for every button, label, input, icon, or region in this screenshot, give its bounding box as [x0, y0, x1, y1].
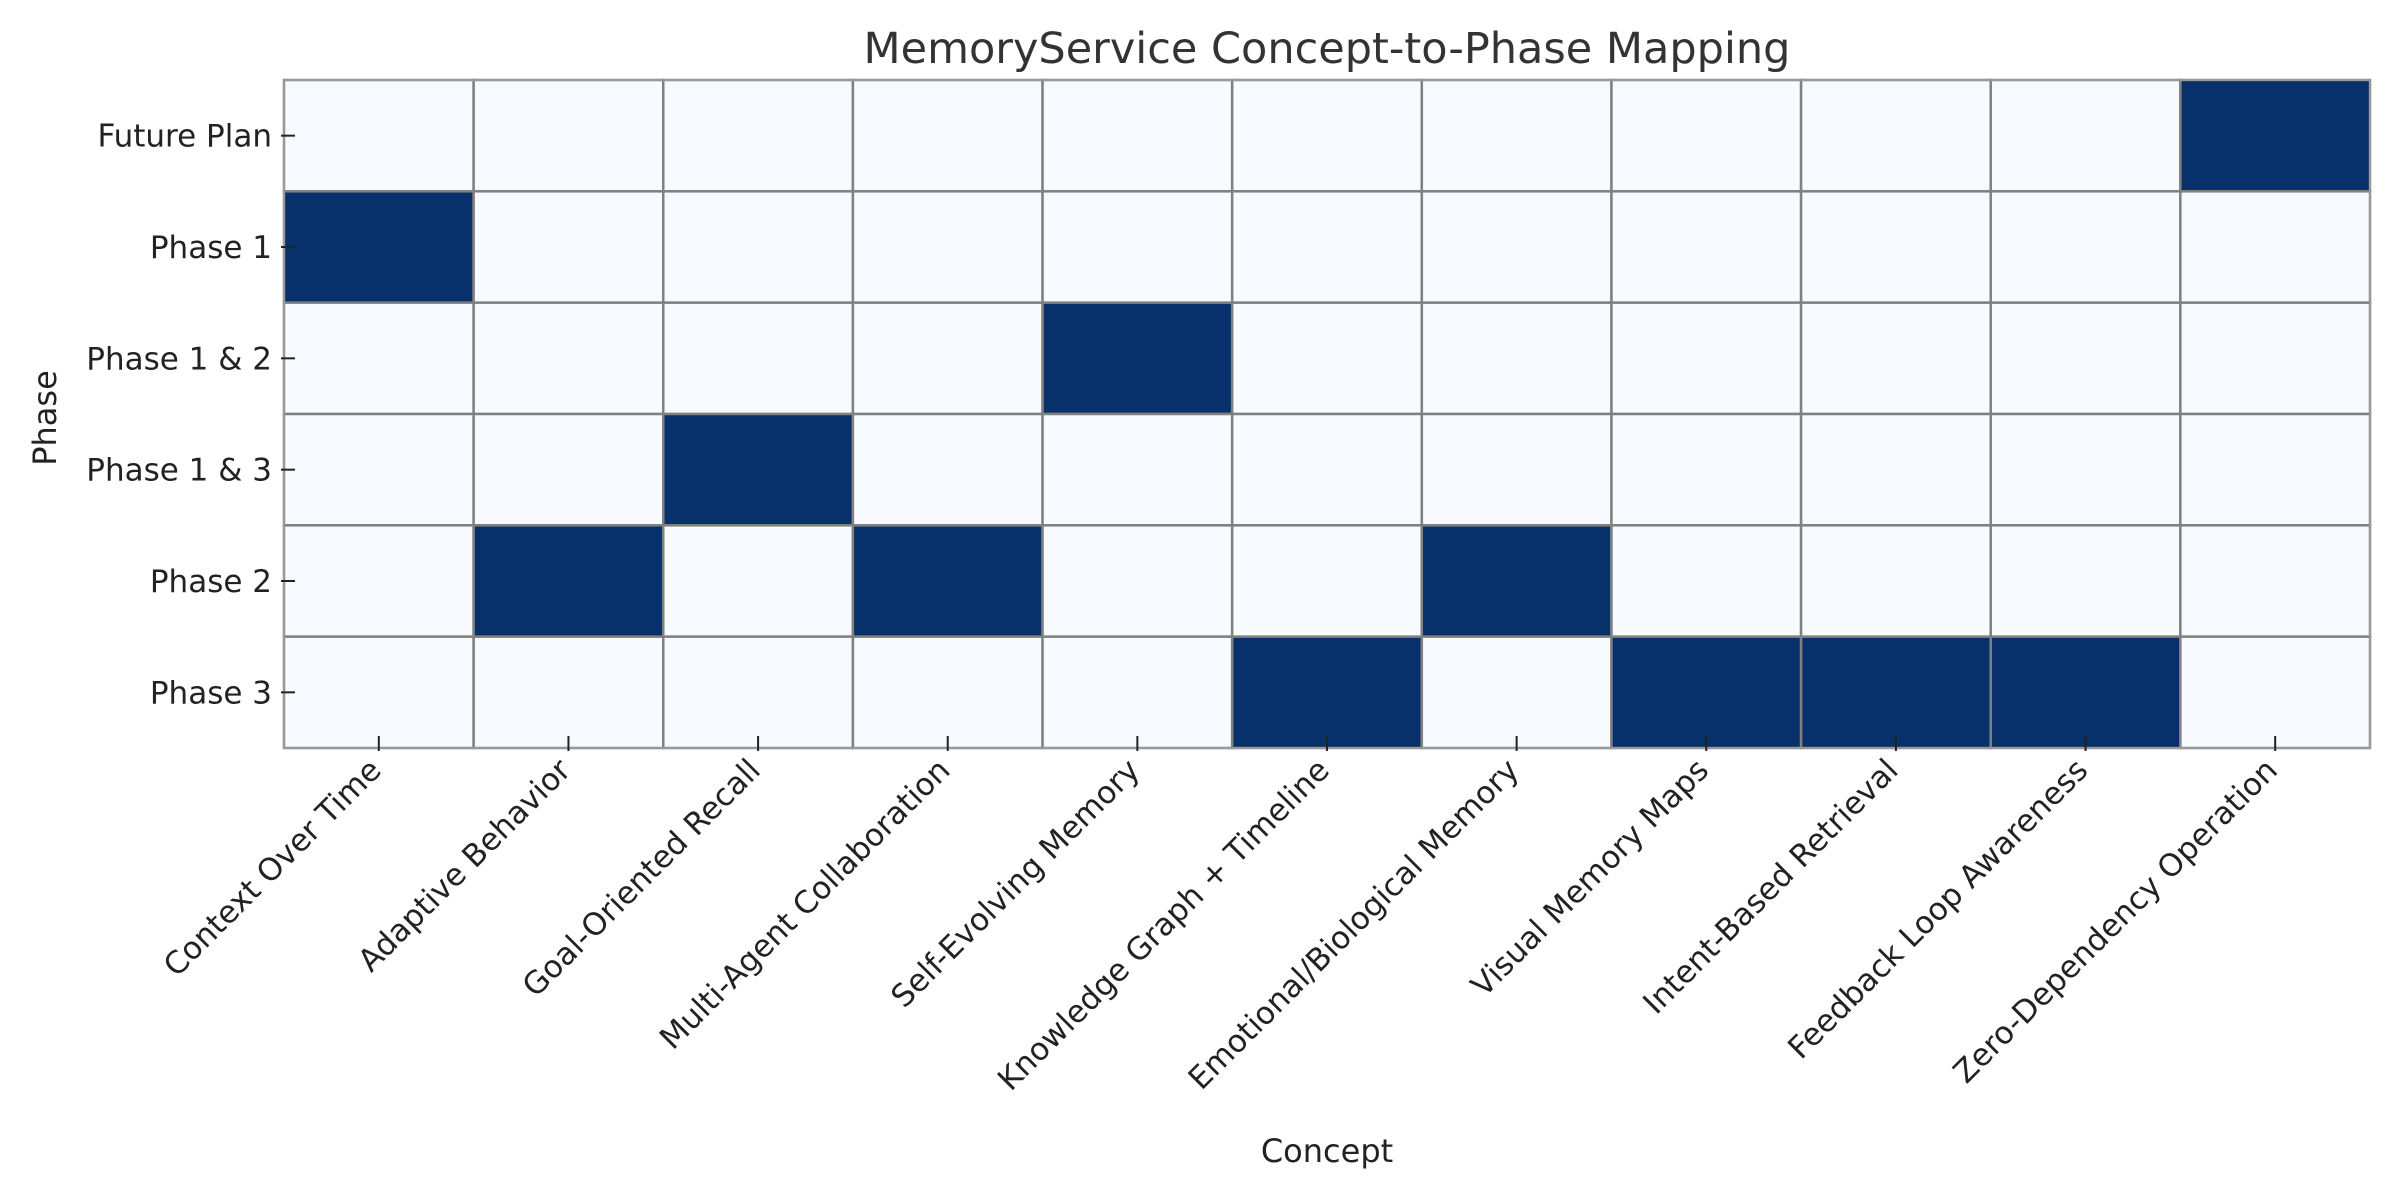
heatmap-cell-phase-1-multi-agent-collaboration [851, 190, 1044, 304]
heatmap-cell-phase-1-2-emotional-biological-memory [1420, 301, 1613, 416]
heatmap-cell-phase-1-2-context-over-time [282, 301, 475, 416]
heatmap-cell-phase-1-knowledge-graph-timeline [1230, 190, 1424, 304]
heatmap-cell-phase-2-visual-memory-maps [1610, 524, 1803, 638]
heatmap-cell-phase-1-self-evolving-memory [1041, 190, 1234, 304]
heatmap-cell-phase-1-3-emotional-biological-memory [1420, 412, 1613, 527]
heatmap-cell-phase-1-3-knowledge-graph-timeline [1230, 412, 1424, 527]
chart-title: MemoryService Concept-to-Phase Mapping [864, 24, 1791, 74]
heatmap-cell-phase-1-adaptive-behavior [472, 190, 665, 304]
heatmap-cells [282, 78, 2372, 750]
x-tick-label: Adaptive Behavior [351, 752, 578, 979]
heatmap-cell-phase-1-2-knowledge-graph-timeline [1230, 301, 1424, 416]
heatmap-cell-future-plan-multi-agent-collaboration [851, 78, 1044, 193]
heatmap-cell-phase-3-context-over-time [282, 635, 475, 750]
heatmap-cell-phase-2-context-over-time [282, 524, 475, 638]
y-tick-label: Phase 3 [150, 675, 272, 711]
heatmap-cell-phase-1-2-self-evolving-memory [1041, 301, 1234, 416]
y-tick-label: Phase 1 [150, 230, 272, 266]
heatmap-cell-phase-1-2-feedback-loop-awareness [1989, 301, 2182, 416]
heatmap-cell-phase-3-zero-dependency-operation [2179, 635, 2372, 750]
y-tick-label: Future Plan [97, 119, 272, 155]
heatmap-cell-phase-2-knowledge-graph-timeline [1230, 524, 1424, 638]
heatmap-cell-phase-2-multi-agent-collaboration [851, 524, 1044, 638]
x-tick-label: Emotional/Biological Memory [1182, 752, 1527, 1097]
heatmap-cell-phase-1-goal-oriented-recall [662, 190, 855, 304]
heatmap-cell-phase-2-zero-dependency-operation [2179, 524, 2372, 638]
heatmap-cell-phase-2-intent-based-retrieval [1799, 524, 1992, 638]
x-tick-label: Context Over Time [157, 752, 389, 984]
heatmap-cell-phase-1-feedback-loop-awareness [1989, 190, 2182, 304]
heatmap-cell-phase-1-3-feedback-loop-awareness [1989, 412, 2182, 527]
heatmap-cell-phase-1-context-over-time [282, 190, 475, 304]
heatmap-cell-phase-1-2-zero-dependency-operation [2179, 301, 2372, 416]
heatmap-cell-phase-1-3-intent-based-retrieval [1799, 412, 1992, 527]
heatmap-cell-phase-3-visual-memory-maps [1610, 635, 1803, 750]
heatmap-cell-phase-1-2-adaptive-behavior [472, 301, 665, 416]
heatmap-cell-future-plan-self-evolving-memory [1041, 78, 1234, 193]
heatmap-cell-phase-3-emotional-biological-memory [1420, 635, 1613, 750]
heatmap-cell-phase-3-feedback-loop-awareness [1989, 635, 2182, 750]
y-axis-label: Phase [26, 370, 64, 466]
y-axis-ticks: Future Plan Phase 1 Phase 1 & 2 Phase 1 & 3… [86, 119, 295, 711]
x-tick-label: Zero-Dependency Operation [1947, 752, 2285, 1090]
heatmap-cell-phase-3-multi-agent-collaboration [851, 635, 1044, 750]
heatmap-cell-phase-2-adaptive-behavior [472, 524, 665, 638]
heatmap-cell-phase-1-3-self-evolving-memory [1041, 412, 1234, 527]
heatmap-cell-phase-1-3-zero-dependency-operation [2179, 412, 2372, 527]
heatmap-cell-phase-1-2-goal-oriented-recall [662, 301, 855, 416]
x-tick-label: Knowledge Graph + Timeline [991, 752, 1337, 1098]
heatmap-cell-future-plan-context-over-time [282, 78, 475, 193]
heatmap-cell-future-plan-emotional-biological-memory [1420, 78, 1613, 193]
heatmap-cell-phase-2-feedback-loop-awareness [1989, 524, 2182, 638]
heatmap-cell-phase-1-3-visual-memory-maps [1610, 412, 1803, 527]
heatmap-cell-phase-2-goal-oriented-recall [662, 524, 855, 638]
y-tick-label: Phase 1 & 2 [86, 341, 272, 377]
x-axis-label: Concept [1261, 1132, 1393, 1170]
heatmap-cell-future-plan-feedback-loop-awareness [1989, 78, 2182, 193]
heatmap-cell-phase-1-3-context-over-time [282, 412, 475, 527]
x-tick-label: Feedback Loop Awareness [1781, 752, 2095, 1066]
heatmap-cell-phase-1-3-goal-oriented-recall [662, 412, 855, 527]
heatmap-cell-future-plan-adaptive-behavior [472, 78, 665, 193]
heatmap-cell-phase-1-2-multi-agent-collaboration [851, 301, 1044, 416]
heatmap-cell-phase-3-intent-based-retrieval [1799, 635, 1992, 750]
heatmap-cell-phase-2-emotional-biological-memory [1420, 524, 1613, 638]
heatmap-cell-future-plan-visual-memory-maps [1610, 78, 1803, 193]
heatmap-cell-phase-1-visual-memory-maps [1610, 190, 1803, 304]
heatmap-cell-phase-2-self-evolving-memory [1041, 524, 1234, 638]
heatmap-cell-phase-1-3-adaptive-behavior [472, 412, 665, 527]
heatmap-cell-phase-3-knowledge-graph-timeline [1230, 635, 1424, 750]
y-tick-label: Phase 2 [150, 564, 272, 600]
heatmap-cell-phase-1-intent-based-retrieval [1799, 190, 1992, 304]
heatmap-cell-phase-1-3-multi-agent-collaboration [851, 412, 1044, 527]
heatmap-cell-phase-1-2-intent-based-retrieval [1799, 301, 1992, 416]
heatmap-cell-future-plan-intent-based-retrieval [1799, 78, 1992, 193]
heatmap-cell-phase-1-zero-dependency-operation [2179, 190, 2372, 304]
heatmap-cell-phase-3-self-evolving-memory [1041, 635, 1234, 750]
heatmap-cell-phase-3-adaptive-behavior [472, 635, 665, 750]
heatmap-cell-future-plan-knowledge-graph-timeline [1230, 78, 1424, 193]
heatmap-cell-phase-3-goal-oriented-recall [662, 635, 855, 750]
heatmap-cell-phase-1-2-visual-memory-maps [1610, 301, 1803, 416]
heatmap-cell-future-plan-goal-oriented-recall [662, 78, 855, 193]
heatmap-cell-phase-1-emotional-biological-memory [1420, 190, 1613, 304]
heatmap-cell-future-plan-zero-dependency-operation [2179, 78, 2372, 193]
y-tick-label: Phase 1 & 3 [86, 453, 272, 489]
